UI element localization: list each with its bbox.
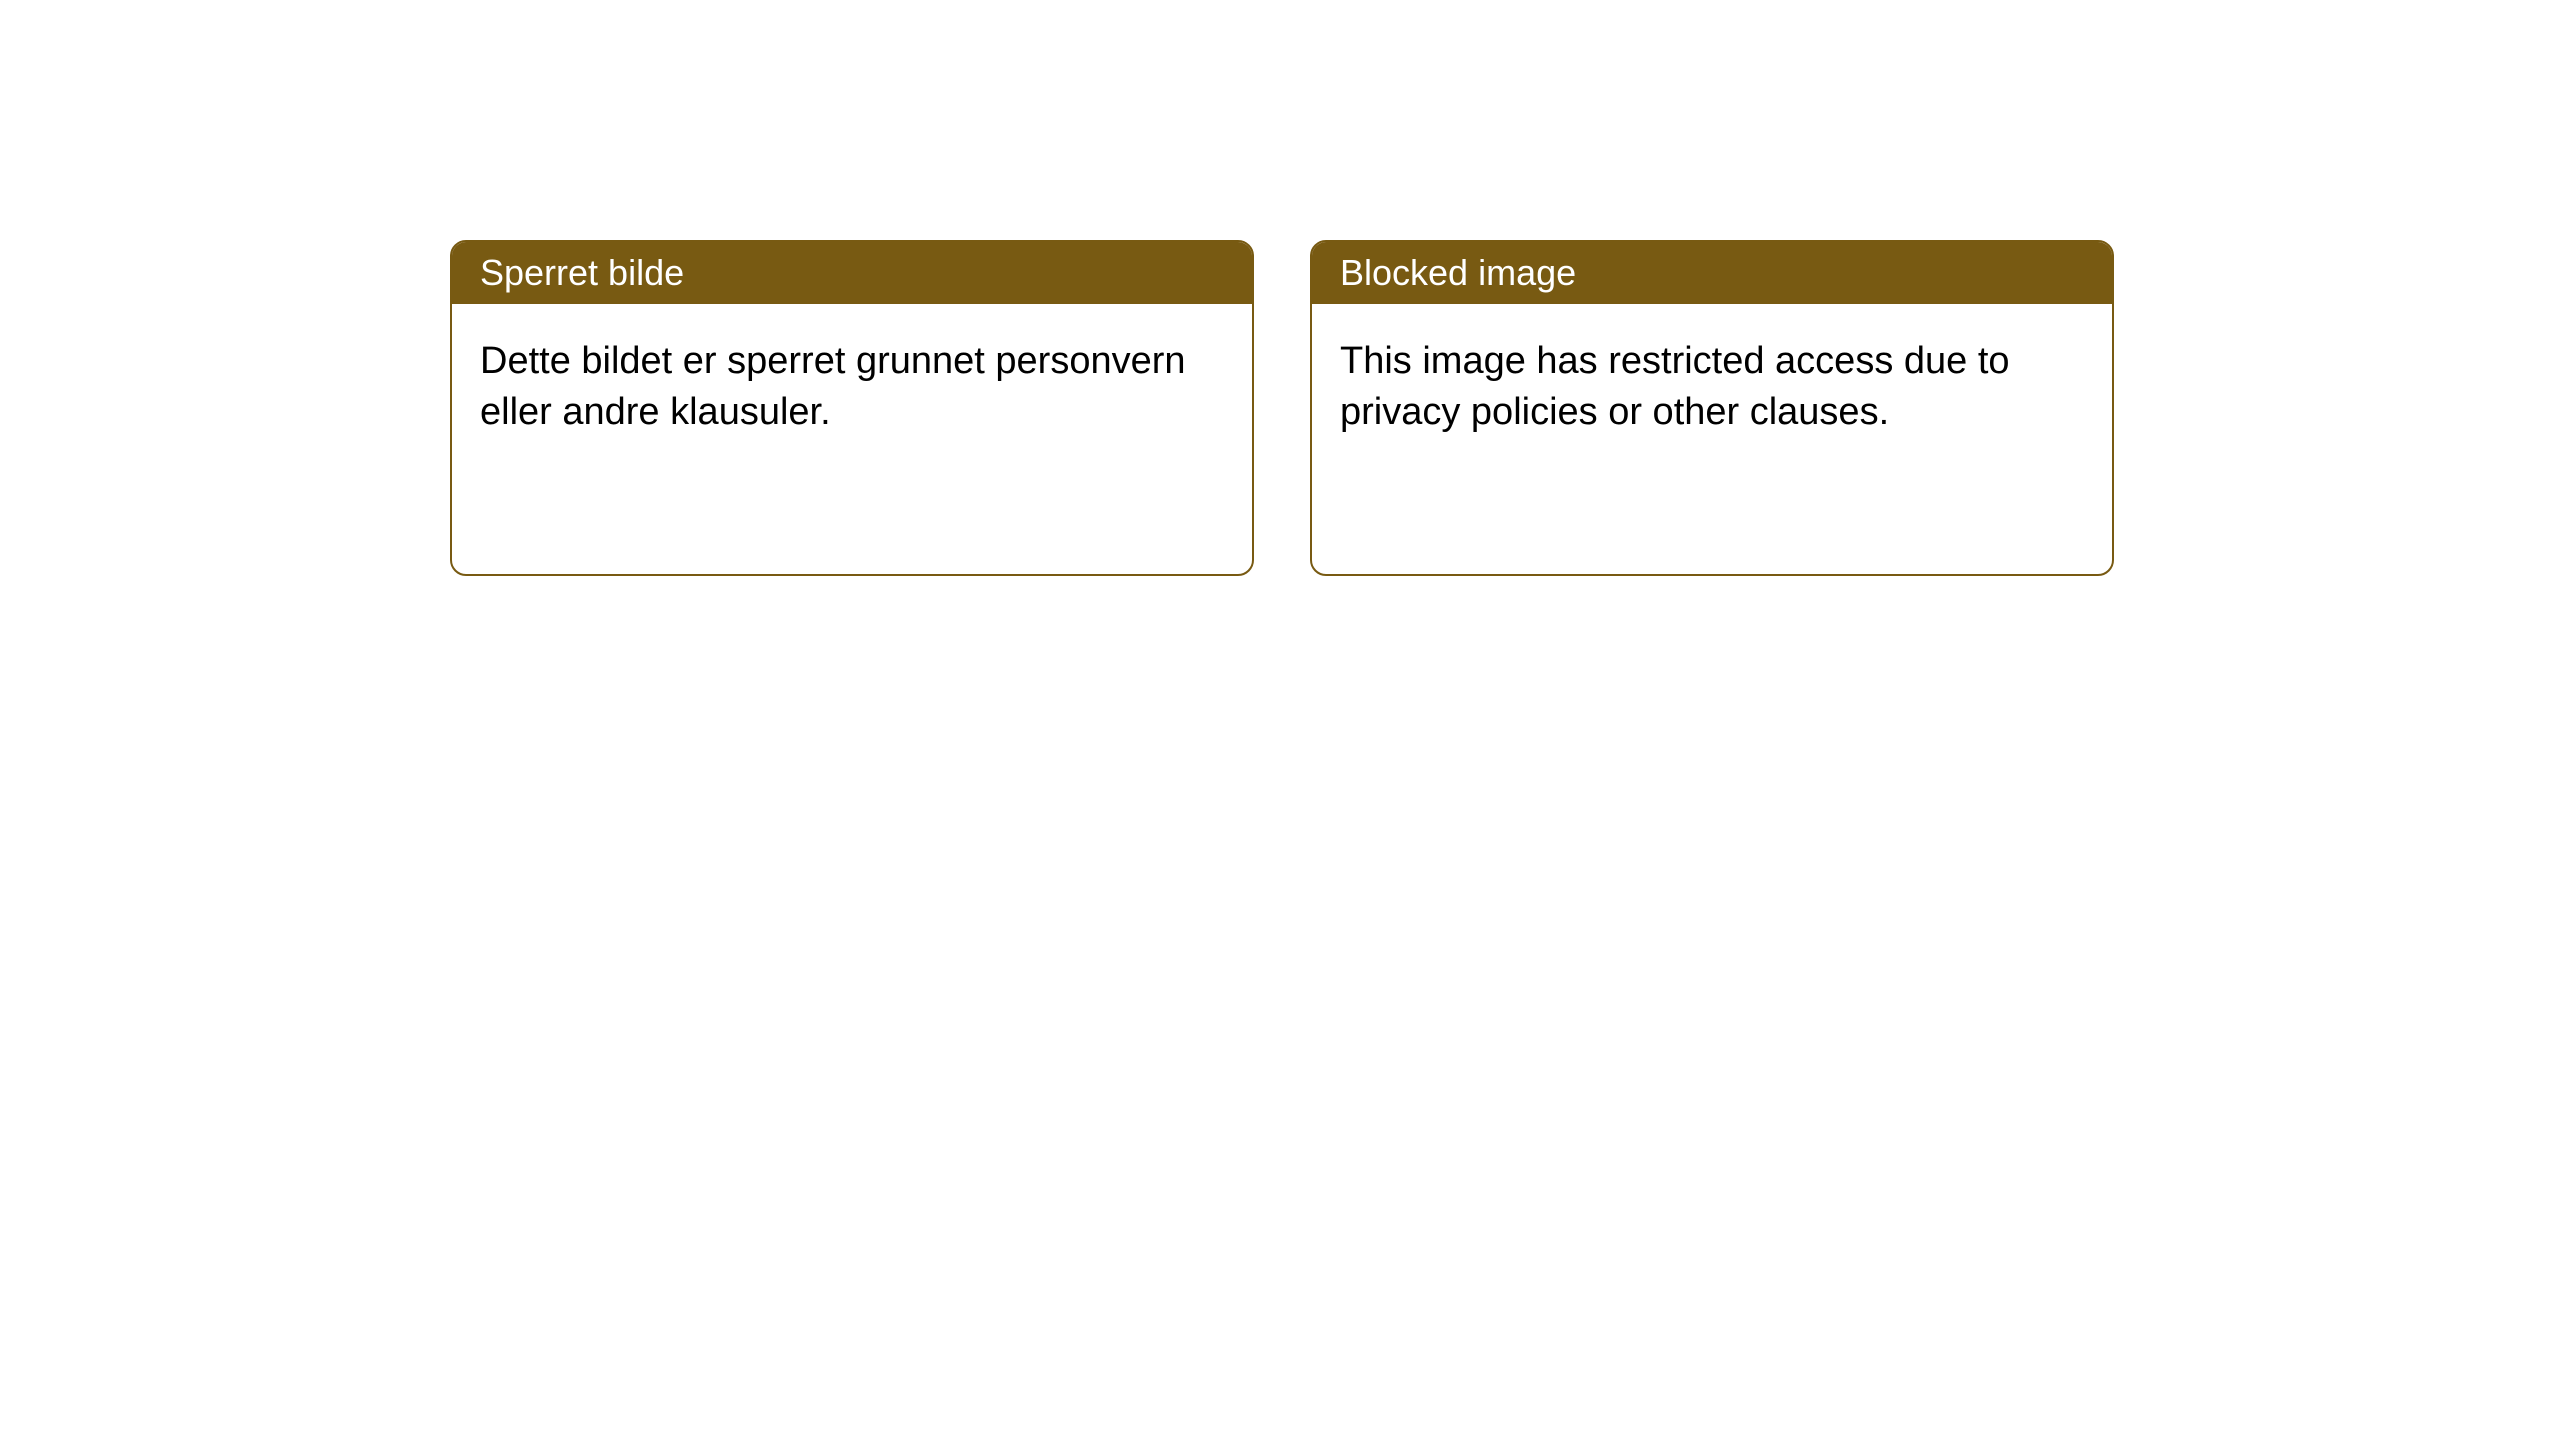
notice-container: Sperret bilde Dette bildet er sperret gr… bbox=[0, 0, 2560, 576]
card-body: Dette bildet er sperret grunnet personve… bbox=[452, 304, 1252, 471]
notice-card-english: Blocked image This image has restricted … bbox=[1310, 240, 2114, 576]
card-title: Sperret bilde bbox=[480, 252, 684, 293]
card-header: Sperret bilde bbox=[452, 242, 1252, 304]
card-message: This image has restricted access due to … bbox=[1340, 340, 2010, 433]
card-body: This image has restricted access due to … bbox=[1312, 304, 2112, 471]
notice-card-norwegian: Sperret bilde Dette bildet er sperret gr… bbox=[450, 240, 1254, 576]
card-message: Dette bildet er sperret grunnet personve… bbox=[480, 340, 1186, 433]
card-title: Blocked image bbox=[1340, 252, 1576, 293]
card-header: Blocked image bbox=[1312, 242, 2112, 304]
